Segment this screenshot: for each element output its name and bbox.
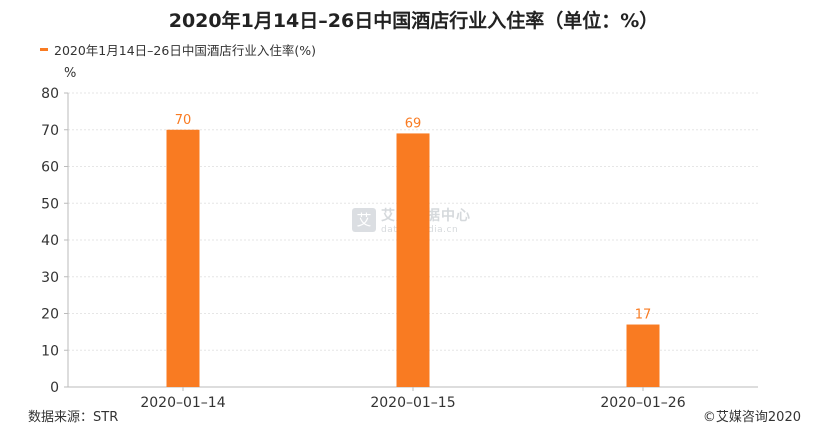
y-tick-label: 40 — [41, 233, 59, 249]
legend-label: 2020年1月14日–26日中国酒店行业入住率(%) — [54, 43, 316, 58]
y-tick-label: 80 — [41, 86, 59, 102]
bar — [626, 324, 660, 387]
chart-title: 2020年1月14日–26日中国酒店行业入住率（单位：%） — [168, 10, 659, 32]
y-tick-label: 10 — [41, 343, 59, 359]
y-tick-label: 20 — [41, 307, 59, 323]
data-label: 69 — [405, 116, 422, 131]
y-tick-label: 70 — [41, 123, 59, 139]
y-tick-label: 60 — [41, 160, 59, 176]
bar — [396, 133, 430, 387]
y-tick-label: 0 — [50, 380, 59, 396]
data-label: 17 — [635, 308, 652, 323]
legend-swatch — [40, 48, 48, 51]
watermark-badge: 艾 — [352, 208, 376, 232]
copyright: ©艾媒咨询2020 — [702, 410, 801, 425]
data-label: 70 — [175, 113, 192, 128]
y-tick-label: 50 — [41, 196, 59, 212]
x-tick-label: 2020–01–26 — [600, 395, 685, 411]
bar — [166, 129, 200, 387]
chart-legend: 2020年1月14日–26日中国酒店行业入住率(%) — [40, 40, 316, 59]
data-source: 数据来源：STR — [28, 410, 119, 425]
x-tick-label: 2020–01–14 — [140, 395, 225, 411]
y-tick-label: 30 — [41, 270, 59, 286]
y-axis-unit: % — [64, 66, 77, 81]
x-tick-label: 2020–01–15 — [370, 395, 455, 411]
